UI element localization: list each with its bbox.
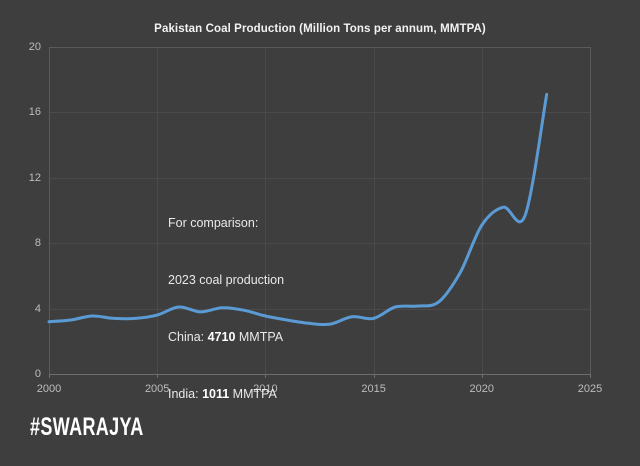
production-line	[47, 92, 549, 327]
annotation-line-1: For comparison:	[168, 216, 259, 230]
y-tick-label: 16	[28, 106, 41, 119]
x-tick-label: 2005	[144, 383, 170, 395]
annotation-line-india: India: 1011 MMTPA	[168, 387, 277, 401]
y-tick-label: 12	[28, 171, 41, 184]
swarajya-watermark: #SWARAJYA	[30, 413, 144, 441]
y-tick-label: 4	[34, 302, 41, 315]
x-tick-label: 2025	[577, 383, 603, 395]
x-tick-label: 2020	[469, 383, 495, 395]
x-tick-label: 2015	[361, 383, 386, 395]
annotation-line-2: 2023 coal production	[168, 273, 285, 287]
annotation-line-china: China: 4710 MMTPA	[168, 330, 284, 344]
comparison-annotation: For comparison: 2023 coal production Chi…	[168, 176, 284, 442]
x-tick-label: 2010	[253, 383, 278, 395]
chart-title: Pakistan Coal Production (Million Tons p…	[154, 23, 486, 35]
y-tick-label: 0	[34, 368, 41, 380]
y-tick-label: 20	[28, 41, 41, 53]
x-tick-label: 2000	[36, 383, 62, 395]
y-tick-label: 8	[34, 237, 41, 250]
line-chart	[47, 47, 591, 378]
